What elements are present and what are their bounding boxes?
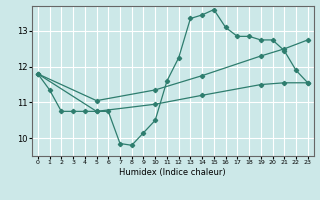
X-axis label: Humidex (Indice chaleur): Humidex (Indice chaleur) bbox=[119, 168, 226, 177]
